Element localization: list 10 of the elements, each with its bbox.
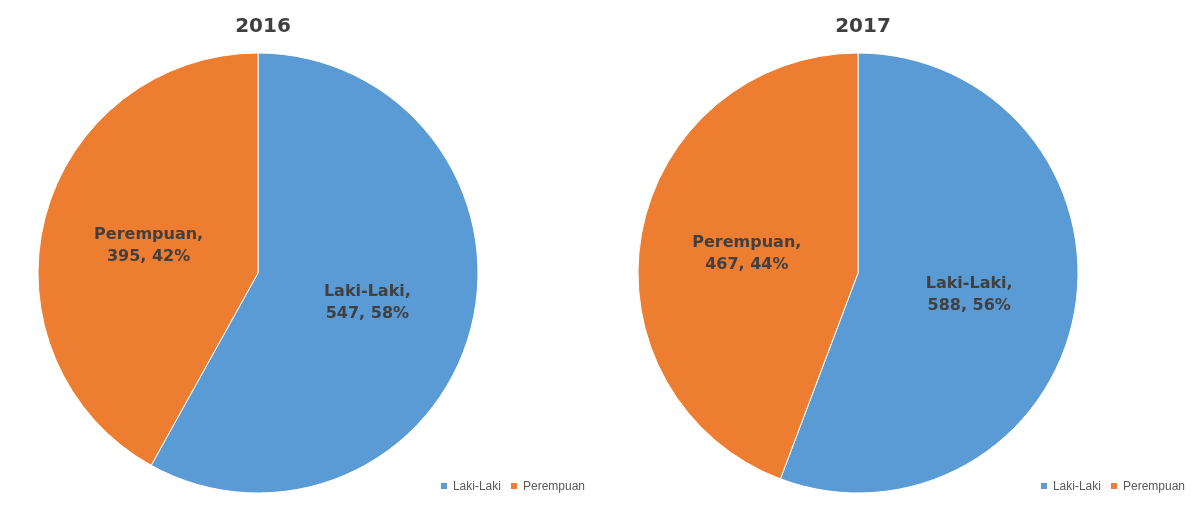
data-label: Laki-Laki, 588, 56% — [925, 272, 1013, 314]
legend-label: Laki-Laki — [452, 479, 501, 493]
legend-label: Perempuan — [522, 479, 586, 493]
data-label: Laki-Laki, 547, 58% — [323, 280, 411, 322]
data-label: Perempuan, 467, 44% — [692, 232, 802, 274]
legend-label: Laki-Laki — [1052, 479, 1101, 493]
chart-title: 2016 — [235, 13, 291, 37]
legend-label: Perempuan — [1122, 479, 1186, 493]
data-label: Perempuan, 395, 42% — [94, 224, 204, 266]
chart-title: 2017 — [835, 13, 891, 37]
